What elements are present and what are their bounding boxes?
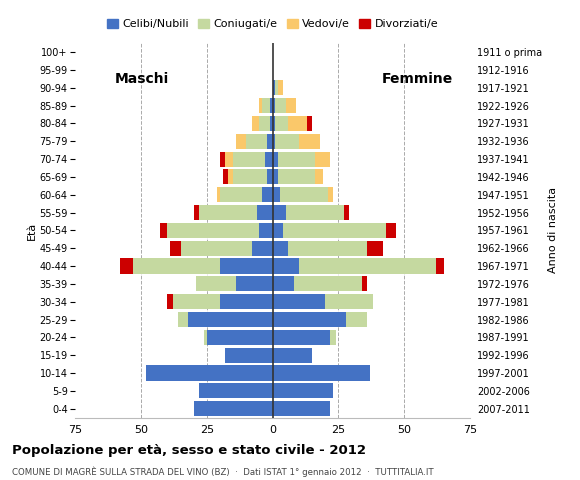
Bar — [270, 98, 273, 113]
Bar — [220, 152, 225, 167]
Bar — [288, 240, 367, 256]
Bar — [168, 223, 259, 238]
Bar — [278, 169, 315, 184]
Bar — [288, 116, 307, 131]
Bar — [199, 205, 257, 220]
Bar — [170, 240, 180, 256]
Bar — [257, 205, 273, 220]
Bar — [362, 276, 367, 291]
Bar — [120, 258, 133, 274]
Bar — [267, 169, 273, 184]
Bar — [146, 365, 273, 381]
Bar — [236, 134, 246, 149]
Bar — [276, 80, 278, 96]
Bar — [259, 98, 262, 113]
Y-axis label: Anno di nascita: Anno di nascita — [548, 187, 558, 274]
Bar — [273, 152, 278, 167]
Bar — [236, 276, 273, 291]
Bar — [270, 116, 273, 131]
Bar — [276, 98, 286, 113]
Bar — [273, 258, 299, 274]
Bar — [273, 80, 275, 96]
Bar — [283, 223, 386, 238]
Bar — [299, 258, 436, 274]
Bar — [386, 223, 396, 238]
Bar — [273, 312, 346, 327]
Bar — [225, 152, 233, 167]
Bar — [246, 134, 267, 149]
Bar — [273, 294, 325, 309]
Bar — [273, 223, 283, 238]
Bar — [220, 187, 262, 203]
Bar — [286, 205, 343, 220]
Bar — [273, 365, 370, 381]
Bar — [197, 276, 236, 291]
Bar — [273, 240, 288, 256]
Bar — [276, 134, 299, 149]
Bar — [331, 330, 336, 345]
Bar — [252, 116, 259, 131]
Bar — [160, 223, 168, 238]
Bar — [220, 294, 273, 309]
Bar — [325, 294, 372, 309]
Bar — [228, 169, 233, 184]
Bar — [278, 80, 283, 96]
Bar — [178, 312, 188, 327]
Bar — [273, 276, 293, 291]
Text: Femmine: Femmine — [382, 72, 453, 86]
Bar — [173, 294, 220, 309]
Text: Popolazione per età, sesso e stato civile - 2012: Popolazione per età, sesso e stato civil… — [12, 444, 365, 457]
Text: COMUNE DI MAGRÈ SULLA STRADA DEL VINO (BZ)  ·  Dati ISTAT 1° gennaio 2012  ·  TU: COMUNE DI MAGRÈ SULLA STRADA DEL VINO (B… — [12, 467, 433, 477]
Bar — [273, 187, 281, 203]
Bar — [273, 383, 333, 398]
Text: Maschi: Maschi — [115, 72, 169, 86]
Bar — [180, 240, 252, 256]
Bar — [218, 187, 220, 203]
Bar — [194, 205, 199, 220]
Bar — [262, 98, 270, 113]
Y-axis label: Età: Età — [27, 221, 37, 240]
Bar — [307, 116, 312, 131]
Bar — [225, 348, 273, 363]
Bar — [264, 152, 273, 167]
Bar — [273, 348, 312, 363]
Bar — [273, 205, 286, 220]
Bar — [204, 330, 207, 345]
Bar — [252, 240, 273, 256]
Bar — [315, 152, 331, 167]
Bar — [299, 134, 320, 149]
Bar — [267, 134, 273, 149]
Bar — [436, 258, 444, 274]
Legend: Celibi/Nubili, Coniugati/e, Vedovi/e, Divorziati/e: Celibi/Nubili, Coniugati/e, Vedovi/e, Di… — [103, 14, 443, 34]
Bar — [220, 258, 273, 274]
Bar — [133, 258, 220, 274]
Bar — [286, 98, 296, 113]
Bar — [233, 152, 264, 167]
Bar — [273, 134, 275, 149]
Bar — [223, 169, 228, 184]
Bar — [188, 312, 273, 327]
Bar — [273, 98, 275, 113]
Bar — [276, 116, 288, 131]
Bar — [259, 116, 270, 131]
Bar — [281, 187, 328, 203]
Bar — [346, 312, 367, 327]
Bar — [367, 240, 383, 256]
Bar — [328, 187, 333, 203]
Bar — [168, 294, 173, 309]
Bar — [273, 116, 275, 131]
Bar — [278, 152, 315, 167]
Bar — [273, 401, 331, 416]
Bar — [207, 330, 273, 345]
Bar — [262, 187, 273, 203]
Bar — [273, 330, 331, 345]
Bar — [194, 401, 273, 416]
Bar — [259, 223, 273, 238]
Bar — [293, 276, 362, 291]
Bar — [343, 205, 349, 220]
Bar — [315, 169, 322, 184]
Bar — [199, 383, 273, 398]
Bar — [233, 169, 267, 184]
Bar — [273, 169, 278, 184]
